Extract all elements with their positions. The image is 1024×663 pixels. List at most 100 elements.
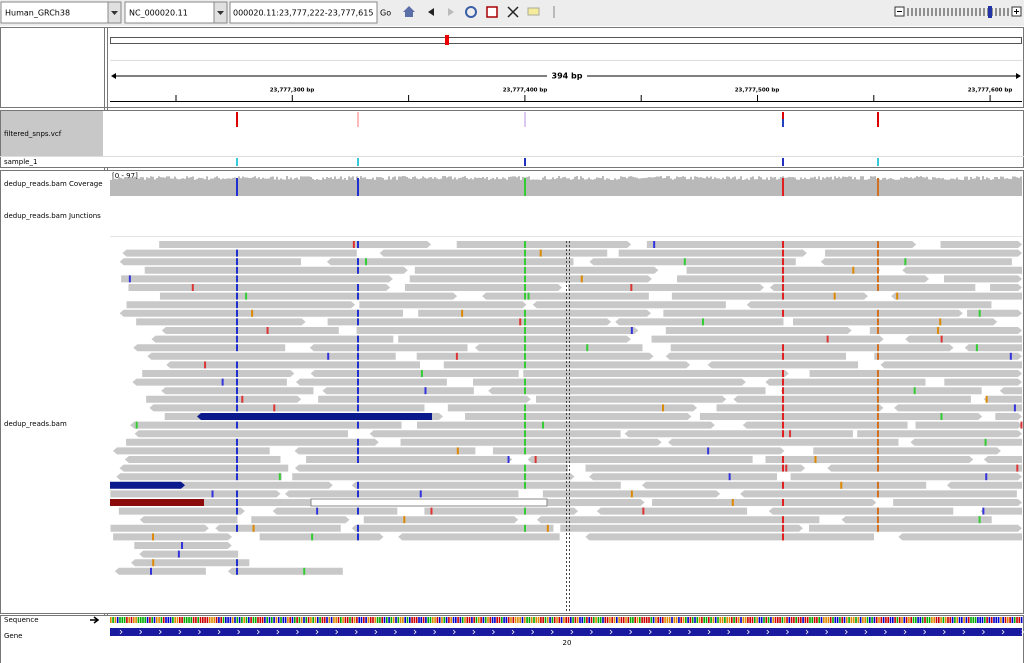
zoom-thumb[interactable]	[988, 6, 992, 18]
base	[305, 617, 308, 623]
strand-chevron	[864, 629, 868, 635]
base	[905, 617, 908, 623]
base	[620, 617, 623, 623]
read	[733, 395, 971, 403]
base	[786, 617, 788, 623]
read	[990, 284, 1022, 291]
mismatch	[789, 430, 792, 438]
base	[613, 617, 616, 623]
go-button[interactable]: Go	[380, 9, 391, 18]
base	[455, 617, 457, 623]
base	[1011, 617, 1014, 623]
base	[450, 617, 452, 623]
base	[972, 617, 975, 623]
base	[783, 617, 786, 623]
read	[665, 327, 852, 334]
base	[507, 617, 510, 623]
mismatch	[984, 438, 987, 446]
mismatch	[877, 344, 879, 352]
resize-icon[interactable]	[507, 6, 519, 18]
strand-arrow[interactable]	[90, 616, 100, 624]
mismatch	[236, 507, 238, 515]
base	[825, 617, 827, 623]
mismatch	[357, 378, 359, 386]
base	[156, 617, 158, 623]
strand-chevron	[766, 629, 770, 635]
locus-input[interactable]	[229, 1, 378, 24]
coverage-bar	[518, 176, 520, 196]
genotype	[357, 158, 359, 166]
base	[823, 617, 825, 623]
read	[119, 464, 289, 472]
mismatch	[403, 516, 406, 524]
base	[763, 617, 765, 623]
ruler-tick-label: 23,777,400 bp	[503, 88, 548, 94]
base	[388, 617, 390, 623]
base	[979, 617, 981, 623]
forward-icon[interactable]	[448, 8, 454, 16]
coverage-bar	[194, 179, 196, 196]
coverage-bar	[664, 178, 666, 196]
coverage-bar	[834, 176, 836, 196]
home-icon[interactable]	[403, 6, 415, 17]
coverage-bar	[970, 176, 972, 196]
coverage-bar	[924, 177, 926, 196]
mismatch	[782, 413, 784, 420]
coverage-bar	[792, 177, 794, 196]
coverage-bar	[558, 176, 560, 196]
read	[132, 378, 287, 386]
mismatch	[430, 507, 433, 515]
base	[841, 617, 843, 623]
coverage-bar	[510, 176, 512, 196]
popup-icon[interactable]	[527, 7, 540, 16]
read	[149, 404, 425, 412]
mismatch	[630, 327, 633, 334]
coverage-snp	[524, 178, 526, 196]
variant-half	[782, 112, 784, 119]
coverage-bar	[780, 177, 782, 196]
base	[687, 617, 689, 623]
strand-chevron	[315, 629, 319, 635]
coverage-bar	[964, 176, 966, 196]
coverage-bar	[414, 176, 416, 196]
base	[142, 617, 144, 623]
read	[641, 481, 927, 489]
base	[192, 617, 195, 623]
base	[300, 617, 303, 623]
refresh-icon[interactable]	[465, 6, 477, 18]
base	[367, 617, 370, 623]
mismatch	[782, 387, 784, 395]
back-icon[interactable]	[428, 8, 434, 16]
coverage-bar	[972, 178, 974, 196]
base	[924, 617, 926, 623]
base	[231, 617, 234, 623]
base	[167, 617, 170, 623]
coverage-bar	[482, 176, 484, 196]
base	[576, 617, 579, 623]
base	[133, 617, 135, 623]
coverage-bar	[422, 176, 424, 196]
strand-chevron	[119, 629, 123, 635]
read	[874, 352, 1022, 360]
base	[873, 617, 876, 623]
coverage-bar	[458, 178, 460, 196]
base	[774, 617, 777, 623]
base	[705, 617, 708, 623]
vcf-name-selected[interactable]	[1, 111, 103, 156]
base	[172, 617, 174, 623]
mismatch	[507, 456, 510, 463]
coverage-bar	[650, 177, 652, 196]
read	[488, 387, 766, 395]
roi-icon[interactable]	[486, 6, 498, 18]
mismatch	[524, 404, 526, 412]
mismatch	[424, 387, 427, 395]
base	[862, 617, 864, 623]
coverage-bar	[250, 177, 252, 196]
mismatch	[357, 370, 359, 377]
mismatch	[782, 249, 784, 257]
coverage-bar	[968, 179, 970, 196]
coverage-bar	[400, 176, 402, 196]
coverage-bar	[274, 179, 276, 196]
coverage-bar	[1018, 178, 1020, 196]
read	[532, 301, 726, 309]
